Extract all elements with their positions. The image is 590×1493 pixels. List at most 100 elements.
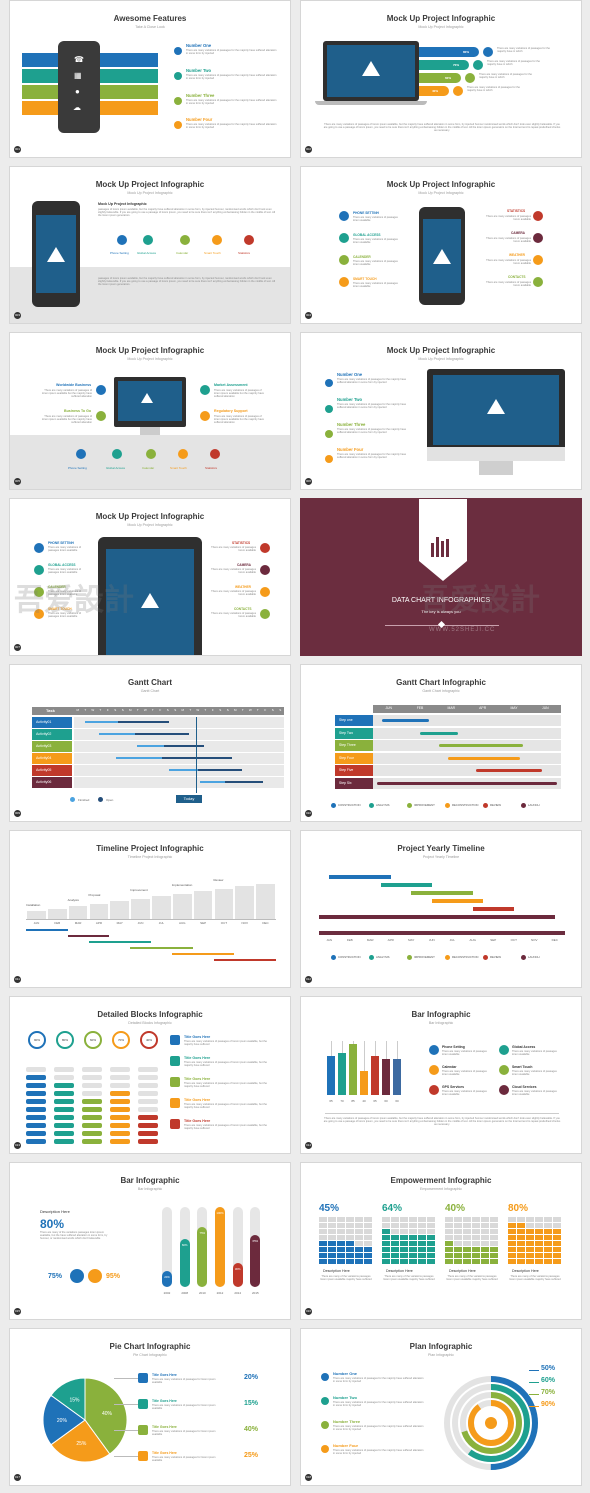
slide-yearly-timeline[interactable]: Project Yearly Timeline Project Yearly T… <box>300 830 582 988</box>
item-title: Number Two <box>186 68 212 73</box>
slide-section-divider[interactable]: DATA CHART INFOGRAPHICS The key is alway… <box>300 498 582 656</box>
grid-cell <box>418 1247 426 1252</box>
grid-cell <box>337 1235 345 1240</box>
slide-bar-infographic-1[interactable]: Bar Infographic Bar Infographic 65 70 85 40… <box>300 996 582 1154</box>
block <box>82 1099 102 1104</box>
day-letter: S <box>174 708 177 712</box>
feature-desc: There are many variations of passages lo… <box>442 1090 487 1097</box>
slide-plan-infographic[interactable]: Plan Infographic Plan Infographic Number… <box>300 1328 582 1486</box>
grid-cell <box>463 1247 471 1252</box>
slide-mockup-laptop[interactable]: Mock Up Project Infographic Mock Up Proj… <box>300 0 582 158</box>
description-title: Description Here <box>449 1269 476 1273</box>
phase-bar <box>171 953 235 955</box>
grid-cell <box>490 1253 498 1258</box>
slide-pie-chart[interactable]: Pie Chart Infographic Pie Chart Infograp… <box>9 1328 291 1486</box>
percent-circle: 90% <box>28 1031 46 1049</box>
grid-cell <box>409 1235 417 1240</box>
slide-gantt-infographic[interactable]: Gantt Chart Infographic Gantt Chart Info… <box>300 664 582 822</box>
item-title: Title Goes Here <box>152 1399 177 1403</box>
month-label: MAY <box>116 921 123 925</box>
item-title: Title Goes Here <box>184 1077 211 1081</box>
slide-awesome-features[interactable]: Awesome Features Take A Close Look ☎ ▦ ●… <box>9 0 291 158</box>
slide-mockup-phone-features[interactable]: Mock Up Project Infographic Mock Up Proj… <box>300 166 582 324</box>
grid-cell <box>364 1259 372 1264</box>
slide-bar-infographic-2[interactable]: Bar Infographic Bar Infographic Descript… <box>9 1162 291 1320</box>
phone-mockup <box>58 41 100 133</box>
grid-cell <box>337 1217 345 1222</box>
day-letter: S <box>226 708 229 712</box>
ring-progress <box>452 1384 530 1462</box>
grid-cell <box>328 1259 336 1264</box>
slide-mockup-phone[interactable]: Mock Up Project Infographic Mock Up Proj… <box>9 166 291 324</box>
day-letter: M <box>76 708 80 712</box>
item-icon <box>170 1098 180 1108</box>
month-label: JUN <box>428 938 435 942</box>
grid-cell <box>445 1223 453 1228</box>
bar-value-label: 70 <box>340 1099 344 1103</box>
slide-detailed-blocks[interactable]: Detailed Blocks Infographic Detailed Blo… <box>9 996 291 1154</box>
bar <box>162 1271 172 1287</box>
grid-cell <box>526 1223 534 1228</box>
block <box>82 1107 102 1112</box>
grid-cell <box>445 1259 453 1264</box>
grid-cell <box>346 1229 354 1234</box>
calendar-icon: ▦ <box>74 71 82 80</box>
grid-cell <box>328 1241 336 1246</box>
check-icon <box>325 455 333 463</box>
gantt-row-label: Activity04 <box>32 753 72 764</box>
slide-mockup-monitor-business[interactable]: Mock Up Project Infographic Mock Up Proj… <box>9 332 291 490</box>
slide-mockup-tablet[interactable]: Mock Up Project Infographic Mock Up Proj… <box>9 498 291 656</box>
ring-progress <box>468 1400 514 1446</box>
item-desc: There are many variations of passages fo… <box>333 1425 424 1432</box>
item-desc: There are many variations of passages fo… <box>152 1430 216 1437</box>
empower-percent: 45% <box>319 1203 340 1214</box>
legend-dot <box>445 955 450 960</box>
grid-cell <box>481 1223 489 1228</box>
logo-icon <box>47 247 65 262</box>
step-bar <box>420 731 458 735</box>
item-desc: There are many variations of passages fo… <box>186 99 277 106</box>
grid-cell <box>409 1223 417 1228</box>
grid-cell <box>418 1223 426 1228</box>
block <box>26 1139 46 1144</box>
grid-cell <box>364 1253 372 1258</box>
feature-label: Smart Touch <box>512 1065 533 1069</box>
monitor-chin <box>427 447 565 461</box>
month-label: FEB <box>346 938 353 942</box>
grid-cell <box>400 1241 408 1246</box>
icon-label: Smart Touch <box>170 466 187 470</box>
grid-cell <box>382 1217 390 1222</box>
phase-label: Analysis <box>67 898 79 902</box>
grid-cell <box>409 1229 417 1234</box>
feature-label: Business To Go <box>64 409 92 413</box>
phone-setting-icon <box>117 235 127 245</box>
regulatory-icon <box>200 411 210 421</box>
step-row-bg <box>373 715 561 726</box>
grid-cell <box>490 1223 498 1228</box>
slide-mockup-imac[interactable]: Mock Up Project Infographic Mock Up Proj… <box>300 332 582 490</box>
item-value: 20% <box>244 1374 259 1381</box>
slide-timeline-project[interactable]: Timeline Project Infographic Timeline Pr… <box>9 830 291 988</box>
month-label: JAN <box>326 938 333 942</box>
bar <box>179 1239 190 1287</box>
legend-dot <box>407 803 412 808</box>
grid-cell <box>346 1223 354 1228</box>
item-title: Number Three <box>186 93 215 98</box>
grid-cell <box>490 1259 498 1264</box>
contacts-icon <box>260 609 270 619</box>
step-bar <box>376 781 558 785</box>
feature-label: CAMERA <box>511 231 525 235</box>
feature-grid: Phone Setting There are many variations o… <box>429 1045 569 1105</box>
grid-cell <box>382 1247 390 1252</box>
day-letter: S <box>279 708 282 712</box>
item-icon <box>138 1451 148 1461</box>
bar-value-label: 60% <box>181 1243 188 1247</box>
day-letter: T <box>84 708 87 712</box>
bar <box>360 1071 368 1095</box>
slide-empowerment[interactable]: Empowerment Infographic Empowerment Info… <box>300 1162 582 1320</box>
ring-progress <box>460 1392 522 1454</box>
feature-desc: There are many variations of passages lo… <box>353 260 398 267</box>
feature-desc: There are many variations of passages lo… <box>486 237 531 244</box>
timeline-bar <box>472 907 514 911</box>
